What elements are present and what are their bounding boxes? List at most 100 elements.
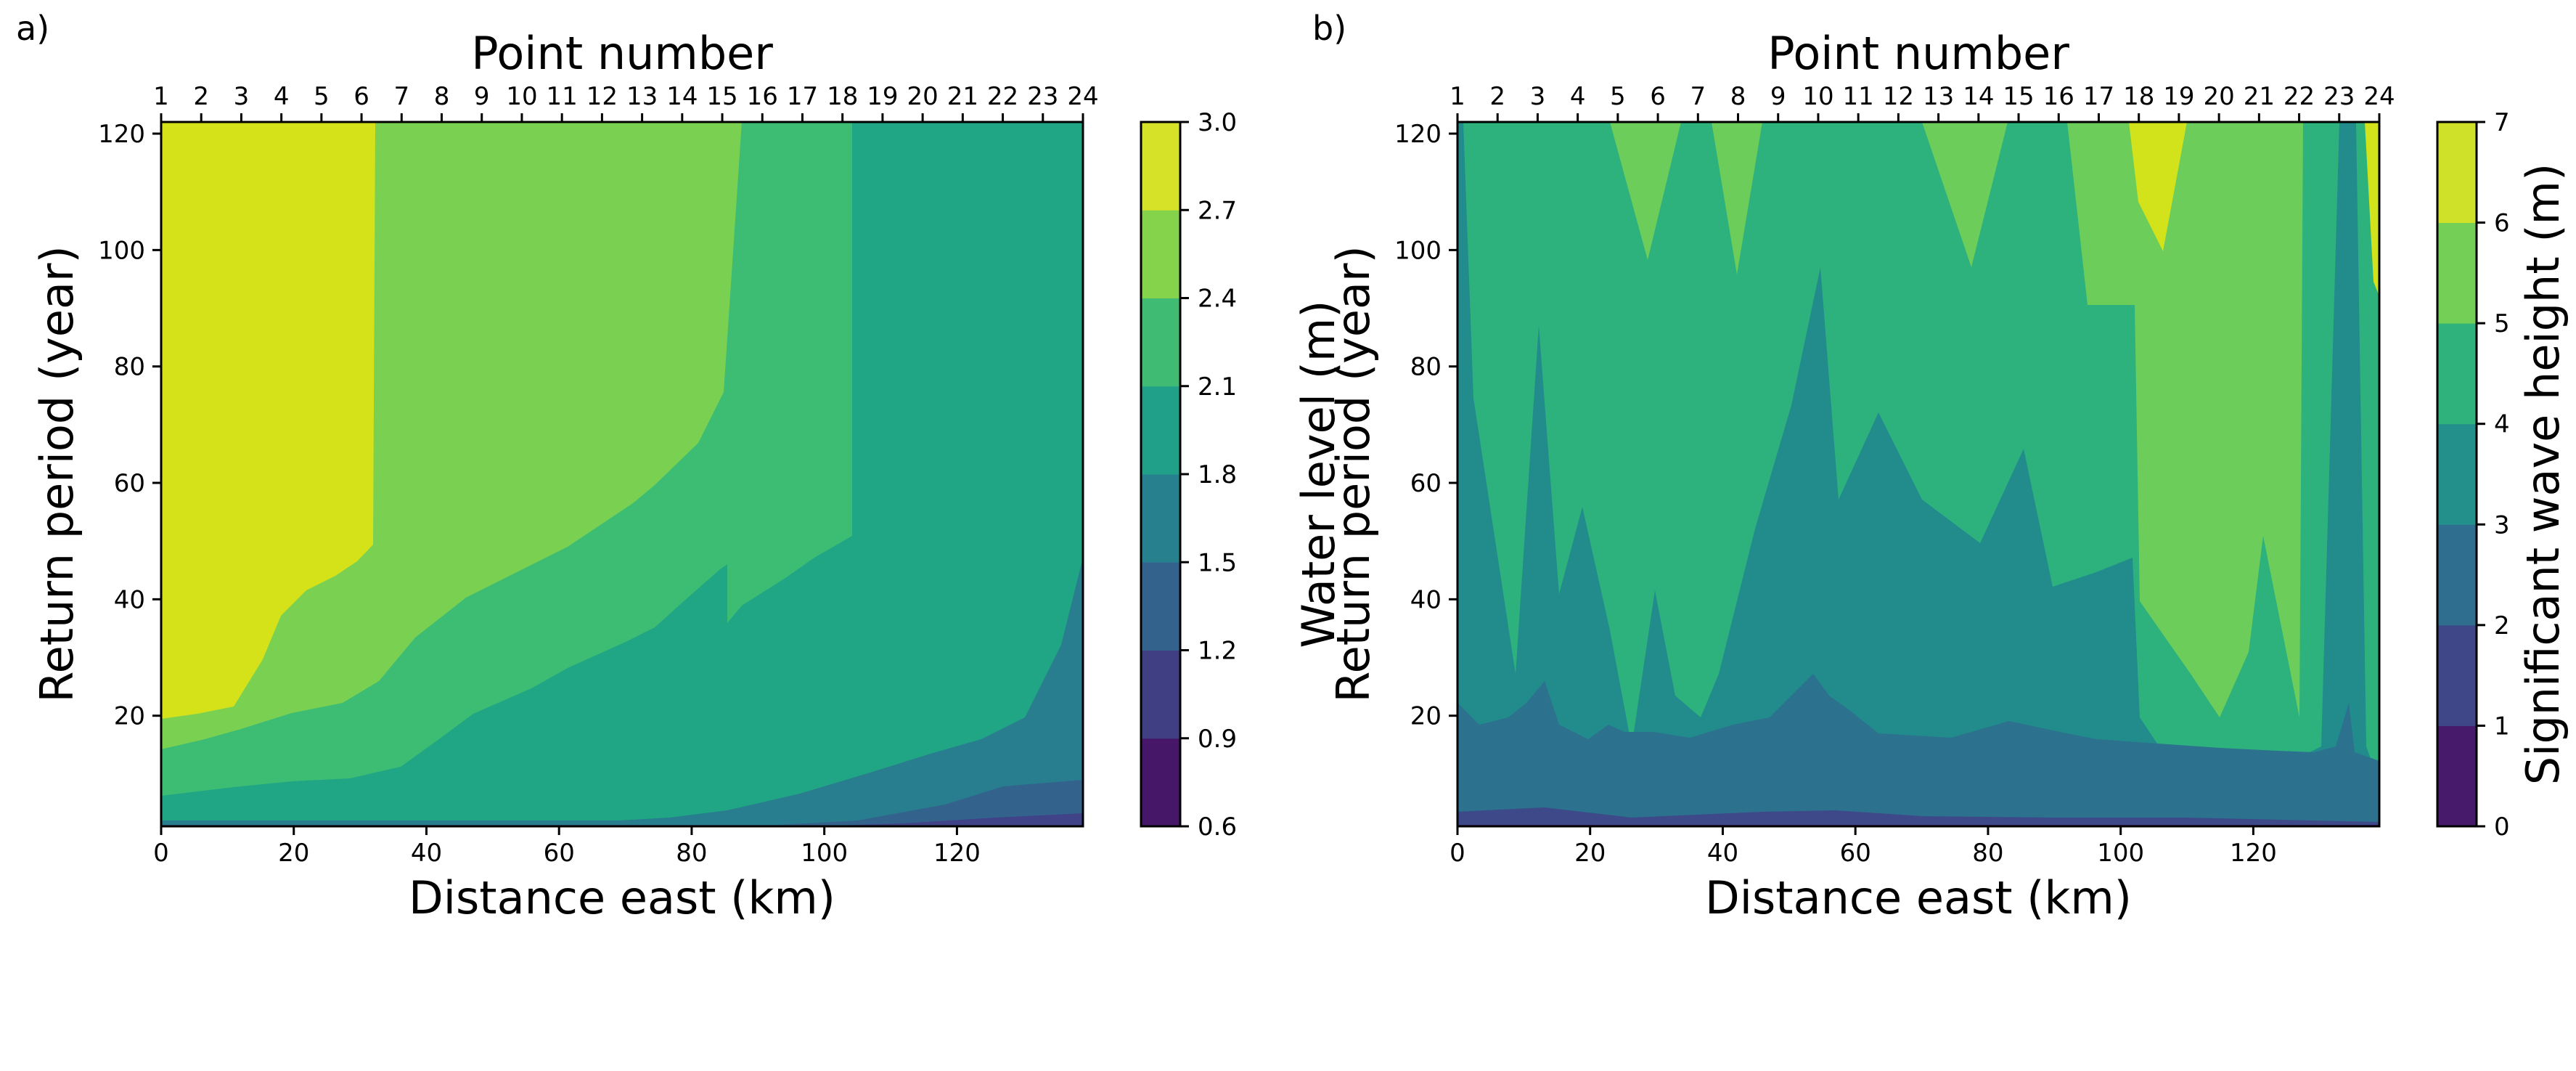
top-tick-label: 7: [1690, 82, 1706, 111]
y-tick-label: 40: [114, 585, 145, 614]
panel-b-contour-fill: [1457, 122, 2379, 826]
colorbar-segment: [1141, 738, 1180, 827]
x-tick-label: 40: [411, 839, 442, 868]
x-tick-label: 80: [676, 839, 707, 868]
top-tick-label: 15: [706, 82, 737, 111]
x-tick-label: 60: [544, 839, 575, 868]
colorbar-tick-label: 0.9: [1198, 725, 1237, 754]
colorbar-tick-label: 0.6: [1198, 813, 1237, 842]
colorbar-tick-label: 0: [2494, 813, 2510, 842]
colorbar-tick-label: 1: [2494, 712, 2510, 741]
colorbar-tick-label: 2: [2494, 611, 2510, 640]
colorbar-tick-label: 3.0: [1198, 108, 1237, 137]
top-tick-label: 13: [626, 82, 658, 111]
panel-a-top-xlabel: Point number: [471, 27, 773, 80]
x-tick-label: 20: [278, 839, 309, 868]
panel-a-band-0.9-1.2: [161, 813, 1083, 826]
x-tick-label: 80: [1972, 839, 2003, 868]
y-tick-label: 60: [1410, 469, 1442, 498]
colorbar-segment: [2437, 524, 2477, 626]
panel-a-top-axis: 1 2 3 4 5 6 7 8 9 10 11 12 13 14 15 16 17 18 19 20 21 22 23 24: [153, 82, 1099, 122]
colorbar-segment: [2437, 323, 2477, 425]
panel-b-label: b): [1312, 9, 1346, 48]
top-tick-label: 21: [947, 82, 978, 111]
top-tick-label: 22: [2283, 82, 2315, 111]
top-tick-label: 20: [2203, 82, 2234, 111]
panel-b-top-xlabel: Point number: [1767, 27, 2069, 80]
top-tick-label: 5: [1610, 82, 1626, 111]
panel-b-y-axis: 20 40 60 80 100 120: [1394, 120, 1457, 731]
top-tick-label: 9: [474, 82, 490, 111]
top-tick-label: 12: [1883, 82, 1914, 111]
top-tick-label: 18: [2123, 82, 2154, 111]
colorbar-tick-label: 1.5: [1198, 548, 1237, 577]
top-tick-label: 5: [314, 82, 330, 111]
y-tick-label: 120: [98, 120, 145, 149]
top-tick-label: 19: [867, 82, 898, 111]
panel-a-colorbar-label: Water level (m): [1292, 301, 1345, 648]
panel-b-band-2-3: [1457, 674, 2379, 826]
colorbar-tick-label: 2.4: [1198, 285, 1237, 314]
x-tick-label: 0: [1449, 839, 1465, 868]
top-tick-label: 12: [586, 82, 618, 111]
colorbar-segment: [2437, 122, 2477, 224]
panel-b-band-1-2: [1457, 807, 2379, 826]
top-tick-label: 14: [1963, 82, 1994, 111]
top-tick-label: 2: [1489, 82, 1505, 111]
x-tick-label: 120: [2230, 839, 2277, 868]
y-tick-label: 100: [98, 236, 145, 265]
top-tick-label: 24: [2363, 82, 2395, 111]
top-tick-label: 14: [666, 82, 698, 111]
colorbar-tick-label: 4: [2494, 410, 2510, 439]
colorbar-segment: [1141, 210, 1180, 298]
colorbar-segment: [2437, 725, 2477, 827]
panel-a-colorbar: 0.6 0.9 1.2 1.5 1.8 2.1 2.4 2.7 3.0: [1140, 108, 1237, 842]
colorbar-segment: [1141, 122, 1180, 211]
top-tick-label: 9: [1770, 82, 1786, 111]
panel-a-y-axis: 20 40 60 80 100 120: [98, 120, 161, 731]
colorbar-segment: [1141, 562, 1180, 651]
panel-a-band-2.7-3.0: [161, 122, 375, 719]
top-tick-label: 17: [2083, 82, 2114, 111]
y-tick-label: 20: [114, 702, 145, 731]
x-tick-label: 100: [2097, 839, 2144, 868]
panel-b-band-5-6: [1610, 122, 2303, 717]
top-tick-label: 13: [1923, 82, 1954, 111]
colorbar-segment: [1141, 474, 1180, 563]
panel-b-colorbar-label: Significant wave height (m): [2516, 163, 2569, 785]
top-tick-label: 16: [747, 82, 778, 111]
top-tick-label: 6: [353, 82, 369, 111]
panel-b-top-axis: 1 2 3 4 5 6 7 8 9 10 11 12 13 14 15 16 17 18 19 20 21 22 23 24: [1449, 82, 2395, 122]
y-tick-label: 60: [114, 469, 145, 498]
panel-b-x-axis: 0 20 40 60 80 100 120: [1449, 826, 2277, 868]
top-tick-label: 8: [434, 82, 450, 111]
x-tick-label: 0: [153, 839, 169, 868]
colorbar-tick-label: 2.7: [1198, 196, 1237, 225]
colorbar-segment: [1141, 386, 1180, 475]
panel-b-plot-frame: [1456, 121, 2381, 828]
panel-a-band-2.4-2.7-right: [727, 122, 852, 623]
top-tick-label: 8: [1730, 82, 1746, 111]
top-tick-label: 16: [2043, 82, 2074, 111]
top-tick-label: 3: [1530, 82, 1546, 111]
colorbar-frame: [2436, 121, 2478, 828]
x-tick-label: 100: [801, 839, 848, 868]
top-tick-label: 23: [2323, 82, 2355, 111]
colorbar-tick-label: 3: [2494, 510, 2510, 539]
panel-b-xlabel: Distance east (km): [1705, 871, 2132, 924]
top-tick-label: 3: [234, 82, 250, 111]
top-tick-label: 10: [506, 82, 537, 111]
colorbar-segment: [1141, 298, 1180, 387]
top-tick-label: 7: [393, 82, 409, 111]
top-tick-label: 6: [1650, 82, 1666, 111]
y-tick-label: 20: [1410, 702, 1442, 731]
colorbar-tick-label: 1.8: [1198, 460, 1237, 489]
colorbar-tick-label: 7: [2494, 108, 2510, 137]
top-tick-label: 24: [1067, 82, 1098, 111]
top-tick-label: 18: [827, 82, 858, 111]
top-tick-label: 2: [193, 82, 209, 111]
top-tick-label: 4: [274, 82, 290, 111]
y-tick-label: 100: [1394, 236, 1442, 265]
